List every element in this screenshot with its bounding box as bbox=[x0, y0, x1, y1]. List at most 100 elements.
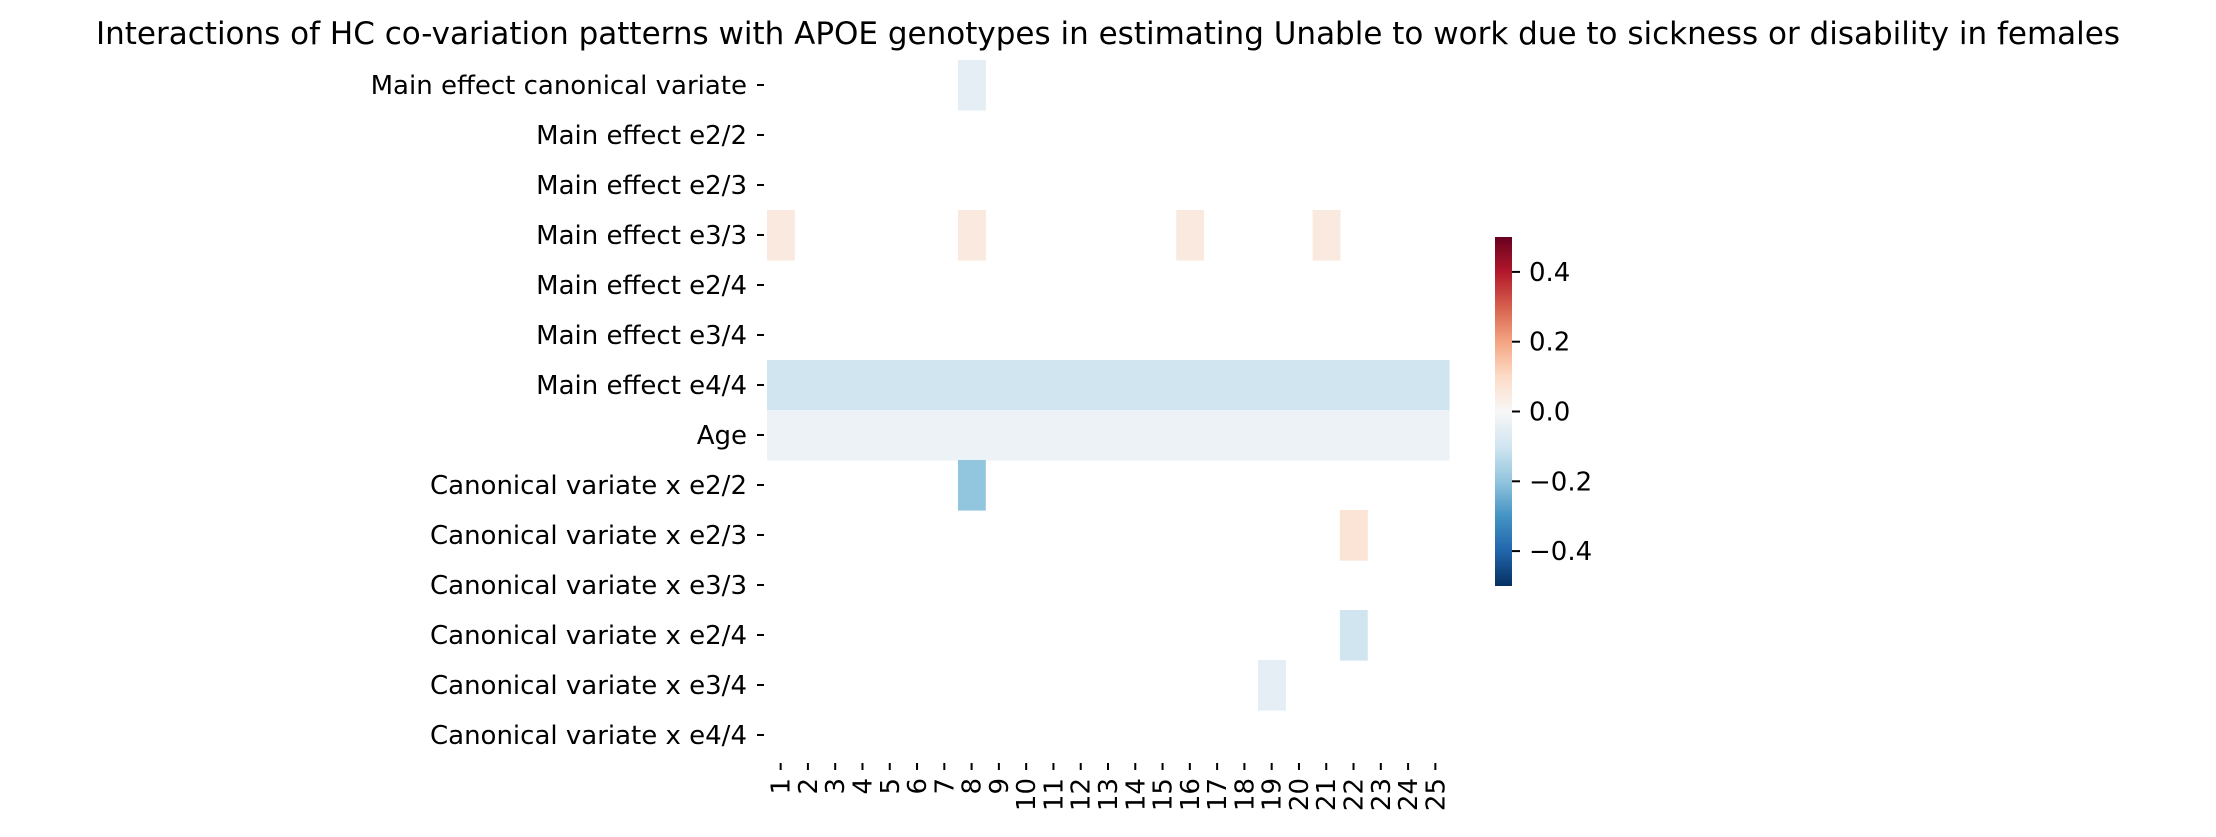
heatmap-cell bbox=[767, 410, 795, 461]
heatmap-cell bbox=[958, 460, 986, 511]
chart-title: Interactions of HC co-variation patterns… bbox=[96, 16, 2120, 52]
heatmap-cell bbox=[1340, 510, 1368, 561]
heatmap-cell bbox=[1422, 410, 1450, 461]
x-tick-label: 4 bbox=[848, 778, 878, 795]
x-tick-label: 14 bbox=[1121, 778, 1151, 811]
heatmap-cell bbox=[1149, 360, 1177, 411]
colorbar-tick-label: 0.2 bbox=[1529, 328, 1570, 358]
x-tick-label: 1 bbox=[767, 778, 797, 795]
y-tick-label: Canonical variate x e2/3 bbox=[430, 521, 747, 551]
heatmap-cell bbox=[1203, 360, 1231, 411]
heatmap-cell bbox=[1094, 410, 1122, 461]
heatmap-cell bbox=[903, 360, 931, 411]
x-tick-label: 17 bbox=[1203, 778, 1233, 811]
heatmap-cell bbox=[1340, 610, 1368, 661]
x-tick-label: 11 bbox=[1039, 778, 1069, 811]
x-tick-label: 21 bbox=[1312, 778, 1342, 811]
heatmap-cell bbox=[958, 210, 986, 261]
heatmap-cell bbox=[1149, 410, 1177, 461]
x-tick-label: 8 bbox=[958, 778, 988, 795]
heatmap-cell bbox=[1285, 410, 1313, 461]
heatmap-cell bbox=[931, 410, 959, 461]
colorbar-ticks: 0.4 0.2 0.0 −0.2 −0.4 bbox=[1512, 258, 1592, 567]
heatmap-cell bbox=[958, 60, 986, 111]
y-tick-label: Main effect e3/3 bbox=[536, 221, 747, 251]
heatmap-cell bbox=[1258, 410, 1286, 461]
x-tick-label: 19 bbox=[1258, 778, 1288, 811]
heatmap-cell bbox=[822, 410, 850, 461]
heatmap-cell bbox=[1313, 210, 1341, 261]
heatmap-cell bbox=[903, 410, 931, 461]
x-tick-label: 10 bbox=[1012, 778, 1042, 811]
heatmap-cell bbox=[1340, 410, 1368, 461]
heatmap-cell bbox=[1367, 410, 1395, 461]
x-tick-label: 12 bbox=[1067, 778, 1097, 811]
y-tick-label: Main effect e2/4 bbox=[536, 271, 747, 301]
heatmap-cell bbox=[794, 410, 822, 461]
x-tick-label: 15 bbox=[1149, 778, 1179, 811]
y-tick-label: Canonical variate x e3/3 bbox=[430, 571, 747, 601]
heatmap-cell bbox=[1013, 410, 1041, 461]
heatmap-cell bbox=[1394, 410, 1422, 461]
heatmap-cell bbox=[767, 210, 795, 261]
heatmap-cell bbox=[1176, 210, 1204, 261]
heatmap-cell bbox=[1340, 360, 1368, 411]
heatmap-cell bbox=[958, 360, 986, 411]
colorbar-tick-label: 0.4 bbox=[1529, 258, 1570, 288]
heatmap-cell bbox=[1176, 410, 1204, 461]
heatmap-cell bbox=[1122, 360, 1150, 411]
heatmap-cell bbox=[1258, 360, 1286, 411]
heatmap-cell bbox=[931, 360, 959, 411]
x-tick-label: 22 bbox=[1340, 778, 1370, 811]
heatmap-cell bbox=[1422, 360, 1450, 411]
y-tick-label: Main effect e4/4 bbox=[536, 371, 747, 401]
heatmap-cell bbox=[1094, 360, 1122, 411]
heatmap-cell bbox=[1122, 410, 1150, 461]
y-tick-label: Main effect canonical variate bbox=[371, 71, 747, 101]
heatmap-cell bbox=[1067, 360, 1095, 411]
x-tick-label: 25 bbox=[1421, 778, 1451, 811]
heatmap-cell bbox=[1067, 410, 1095, 461]
x-tick-label: 20 bbox=[1285, 778, 1315, 811]
y-tick-label: Main effect e3/4 bbox=[536, 321, 747, 351]
heatmap-cell bbox=[822, 360, 850, 411]
heatmap-cell bbox=[1231, 410, 1259, 461]
x-tick-label: 7 bbox=[930, 778, 960, 795]
x-tick-label: 13 bbox=[1094, 778, 1124, 811]
y-tick-label: Canonical variate x e3/4 bbox=[430, 671, 747, 701]
heatmap-cell bbox=[1394, 360, 1422, 411]
x-tick-label: 16 bbox=[1176, 778, 1206, 811]
heatmap-cell bbox=[794, 360, 822, 411]
x-tick-label: 6 bbox=[903, 778, 933, 795]
colorbar: 0.4 0.2 0.0 −0.2 −0.4 bbox=[1495, 237, 1592, 586]
x-tick-label: 2 bbox=[794, 778, 824, 795]
heatmap-cell bbox=[1176, 360, 1204, 411]
heatmap-cell bbox=[958, 410, 986, 461]
x-tick-label: 18 bbox=[1230, 778, 1260, 811]
heatmap-cell bbox=[876, 360, 904, 411]
x-tick-label: 23 bbox=[1367, 778, 1397, 811]
heatmap-cell bbox=[985, 360, 1013, 411]
y-tick-label: Canonical variate x e2/2 bbox=[430, 471, 747, 501]
heatmap-cell bbox=[985, 410, 1013, 461]
heatmap-cell bbox=[849, 360, 877, 411]
y-tick-label: Canonical variate x e2/4 bbox=[430, 621, 747, 651]
heatmap-cell bbox=[1313, 410, 1341, 461]
x-tick-label: 3 bbox=[821, 778, 851, 795]
y-tick-label: Main effect e2/3 bbox=[536, 171, 747, 201]
colorbar-tick-label: −0.4 bbox=[1529, 537, 1592, 567]
heatmap-cell bbox=[1203, 410, 1231, 461]
heatmap-cells bbox=[767, 60, 1450, 711]
y-tick-label: Age bbox=[697, 421, 747, 451]
x-tick-label: 24 bbox=[1394, 778, 1424, 811]
colorbar-gradient bbox=[1495, 237, 1512, 586]
heatmap-cell bbox=[1313, 360, 1341, 411]
y-tick-label: Main effect e2/2 bbox=[536, 121, 747, 151]
heatmap-cell bbox=[1367, 360, 1395, 411]
heatmap-cell bbox=[876, 410, 904, 461]
colorbar-tick-label: −0.2 bbox=[1529, 467, 1592, 497]
y-axis: Main effect canonical variate Main effect… bbox=[371, 71, 764, 751]
heatmap-cell bbox=[1258, 660, 1286, 711]
heatmap-cell bbox=[767, 360, 795, 411]
x-axis: 1234567891011121314151617181920212223242… bbox=[767, 763, 1452, 811]
